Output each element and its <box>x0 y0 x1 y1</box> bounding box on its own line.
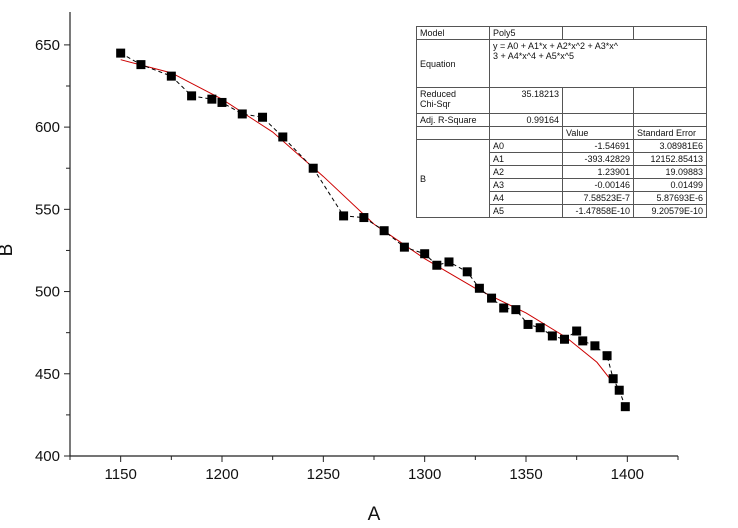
spacer-cell <box>562 87 634 114</box>
param-group-label: B <box>416 139 490 218</box>
data-point <box>278 132 288 142</box>
param-error: 19.09883 <box>633 165 707 179</box>
data-point <box>339 211 349 221</box>
param-row: A2 1.23901 19.09883 <box>417 165 707 179</box>
param-value: 7.58523E-7 <box>562 191 634 205</box>
data-point <box>166 71 176 81</box>
data-point <box>444 257 454 267</box>
data-point <box>474 283 484 293</box>
x-tick-label: 1150 <box>105 466 137 483</box>
data-point <box>499 303 509 313</box>
data-point <box>511 305 521 315</box>
data-point <box>379 226 389 236</box>
param-error: 9.20579E-10 <box>633 204 707 218</box>
param-row: A5 -1.47858E-10 9.20579E-10 <box>417 204 707 218</box>
param-error: 0.01499 <box>633 178 707 192</box>
x-tick-label: 1300 <box>408 466 441 483</box>
equation-line-1: y = A0 + A1*x + A2*x^2 + A3*x^ <box>493 41 619 51</box>
x-axis-title: A <box>368 504 381 525</box>
param-value: 1.23901 <box>562 165 634 179</box>
y-tick-label: 500 <box>35 284 60 301</box>
equation-line-2: 3 + A4*x^4 + A5*x^5 <box>493 51 575 61</box>
spacer-cell <box>489 126 563 140</box>
data-point <box>217 97 227 107</box>
param-error: 3.08981E6 <box>633 139 707 153</box>
r2-label: Adj. R-Square <box>416 113 490 127</box>
param-row: B A0 -1.54691 3.08981E6 <box>416 139 707 218</box>
data-point <box>590 341 600 351</box>
equation-cell: y = A0 + A1*x + A2*x^2 + A3*x^ 3 + A4*x^… <box>489 39 707 88</box>
spacer-cell <box>416 126 490 140</box>
param-name: A4 <box>489 191 563 205</box>
chisq-label-line-2: Chi-Sqr <box>420 99 451 109</box>
param-value: -0.00146 <box>562 178 634 192</box>
data-point <box>523 319 533 329</box>
data-point <box>462 267 472 277</box>
spacer-cell <box>562 113 634 127</box>
param-row: A3 -0.00146 0.01499 <box>417 178 707 192</box>
data-point <box>187 91 197 101</box>
chisq-label: Reduced Chi-Sqr <box>416 87 490 114</box>
data-point <box>602 351 612 361</box>
data-point <box>578 336 588 346</box>
data-point <box>399 242 409 252</box>
spacer-cell <box>633 113 707 127</box>
data-point <box>207 94 217 104</box>
y-axis-title: B <box>0 244 17 257</box>
ticks: 1150 1200 1250 1300 1350 1400 400 450 500 550 600 6… <box>35 37 679 483</box>
param-value: -393.42829 <box>562 152 634 166</box>
param-row: A4 7.58523E-7 5.87693E-6 <box>417 191 707 205</box>
data-point <box>359 213 369 223</box>
param-name: A1 <box>489 152 563 166</box>
data-point <box>258 112 268 122</box>
fit-results-table: Model Poly5 Equation y = A0 + A1*x + A2*… <box>416 26 707 218</box>
data-markers <box>116 48 630 412</box>
y-tick-label: 400 <box>35 448 60 465</box>
x-tick-label: 1200 <box>205 466 238 483</box>
data-point <box>420 249 430 259</box>
param-name: A0 <box>489 139 563 153</box>
x-tick-label: 1400 <box>611 466 644 483</box>
x-tick-label: 1250 <box>307 466 340 483</box>
param-name: A2 <box>489 165 563 179</box>
model-value: Poly5 <box>489 26 563 40</box>
spacer-cell <box>633 26 707 40</box>
param-value: -1.54691 <box>562 139 634 153</box>
y-tick-label: 600 <box>35 119 60 136</box>
equation-label: Equation <box>416 39 490 88</box>
spacer-cell <box>562 26 634 40</box>
data-point <box>572 326 582 336</box>
chisq-value: 35.18213 <box>489 87 563 114</box>
data-point <box>308 163 318 173</box>
y-tick-label: 550 <box>35 201 60 218</box>
data-point <box>432 260 442 270</box>
param-name: A3 <box>489 178 563 192</box>
param-row: A1 -393.42829 12152.85413 <box>417 152 707 166</box>
data-point <box>614 385 624 395</box>
model-label: Model <box>416 26 490 40</box>
data-point <box>487 293 497 303</box>
param-error: 12152.85413 <box>633 152 707 166</box>
data-point <box>116 48 126 58</box>
data-point <box>535 323 545 333</box>
data-point <box>608 374 618 384</box>
data-point <box>547 331 557 341</box>
param-error: 5.87693E-6 <box>633 191 707 205</box>
data-point <box>560 334 570 344</box>
y-tick-label: 450 <box>35 366 60 383</box>
data-point <box>136 60 146 70</box>
x-tick-label: 1350 <box>509 466 542 483</box>
r2-value: 0.99164 <box>489 113 563 127</box>
value-header: Value <box>562 126 634 140</box>
y-tick-label: 650 <box>35 37 60 54</box>
param-name: A5 <box>489 204 563 218</box>
chisq-label-line-1: Reduced <box>420 89 457 99</box>
data-point <box>620 402 630 412</box>
spacer-cell <box>633 87 707 114</box>
data-point <box>237 109 247 119</box>
error-header: Standard Error <box>633 126 707 140</box>
param-value: -1.47858E-10 <box>562 204 634 218</box>
